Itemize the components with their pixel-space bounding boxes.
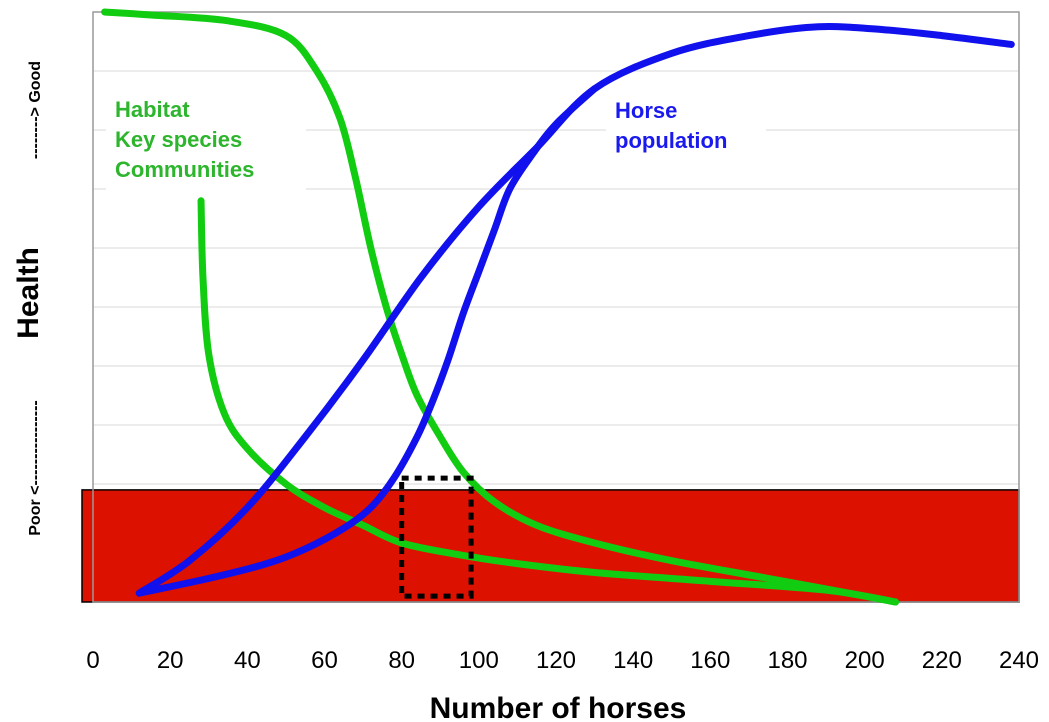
x-axis-label: Number of horses	[430, 692, 687, 722]
x-tick-label: 180	[767, 647, 807, 674]
y-axis-label: Health	[12, 247, 45, 339]
x-tick-labels: 0 20 40 60 80 100 120 140 160 180 200 220 240	[86, 647, 1039, 674]
x-tick-label: 60	[311, 647, 338, 674]
x-tick-label: 40	[234, 647, 261, 674]
horse-label-line-1: Horse	[615, 98, 677, 123]
horse-annotation: Horse population	[606, 90, 766, 160]
habitat-annotation: Habitat Key species Communities	[106, 86, 306, 192]
series-layer	[101, 8, 1015, 606]
x-tick-label: 220	[922, 647, 962, 674]
x-tick-label: 120	[536, 647, 576, 674]
x-tick-label: 100	[459, 647, 499, 674]
x-tick-label: 20	[157, 647, 184, 674]
y-axis-good-label: --------> Good	[27, 61, 44, 159]
y-axis-poor-label: Poor <----------------	[27, 400, 44, 535]
x-tick-label: 200	[845, 647, 885, 674]
x-tick-label: 160	[690, 647, 730, 674]
horse-label-line-2: population	[615, 128, 727, 153]
habitat-curve-b	[197, 197, 900, 606]
horse-population-curve-b	[135, 85, 599, 597]
x-tick-label: 240	[999, 647, 1039, 674]
x-tick-label: 80	[388, 647, 415, 674]
plot-frame	[92, 11, 1020, 603]
habitat-label-line-1: Habitat	[115, 97, 190, 122]
y-axis-labels: Health Poor <---------------- --------> …	[12, 61, 45, 536]
habitat-curve-a	[101, 8, 900, 606]
habitat-label-line-2: Key species	[115, 127, 242, 152]
highlight-range-box	[399, 475, 474, 599]
x-tick-label: 0	[86, 647, 99, 674]
poor-health-zone	[81, 489, 1020, 603]
habitat-label-line-3: Communities	[115, 157, 254, 182]
x-tick-label: 140	[613, 647, 653, 674]
